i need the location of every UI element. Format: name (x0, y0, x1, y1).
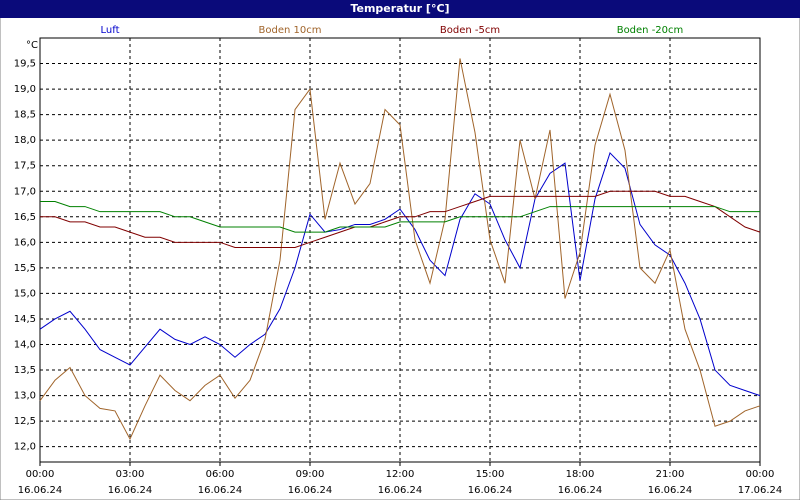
y-tick-label: 18,5 (14, 110, 36, 121)
x-tick-label: 21:00 (656, 469, 685, 480)
y-tick-label: 18,0 (14, 135, 36, 146)
y-tick-label: 15,0 (14, 288, 36, 299)
chart-title: Temperatur [°C] (350, 2, 449, 15)
x-tick-date: 16.06.24 (558, 485, 603, 496)
title-bar (0, 0, 800, 18)
y-tick-label: 16,0 (14, 237, 36, 248)
y-tick-label: 13,5 (14, 365, 36, 376)
y-tick-label: 14,5 (14, 314, 36, 325)
y-tick-label: 17,0 (14, 186, 36, 197)
legend-label: Boden -20cm (617, 25, 684, 36)
x-tick-label: 00:00 (746, 469, 775, 480)
x-tick-date: 16.06.24 (288, 485, 333, 496)
x-tick-date: 16.06.24 (378, 485, 423, 496)
series-line (40, 190, 761, 248)
x-tick-label: 06:00 (206, 469, 235, 480)
series-line (39, 58, 761, 441)
y-tick-label: 12,0 (14, 442, 36, 453)
x-tick-label: 03:00 (116, 469, 145, 480)
legend-label: Luft (101, 25, 120, 36)
x-tick-date: 17.06.24 (738, 485, 783, 496)
x-tick-date: 16.06.24 (648, 485, 693, 496)
x-tick-label: 15:00 (476, 469, 505, 480)
x-tick-date: 16.06.24 (198, 485, 243, 496)
y-tick-label: 16,5 (14, 212, 36, 223)
y-unit: °C (26, 40, 38, 51)
legend-label: Boden 10cm (259, 25, 322, 36)
y-tick-label: 19,5 (14, 59, 36, 70)
series-line (40, 200, 760, 233)
y-tick-label: 14,0 (14, 340, 36, 351)
y-tick-label: 12,5 (14, 416, 36, 427)
x-tick-label: 00:00 (26, 469, 55, 480)
x-tick-label: 18:00 (566, 469, 595, 480)
x-tick-date: 16.06.24 (18, 485, 63, 496)
x-tick-date: 16.06.24 (108, 485, 153, 496)
x-tick-label: 09:00 (296, 469, 325, 480)
y-tick-label: 13,0 (14, 391, 36, 402)
x-tick-label: 12:00 (386, 469, 415, 480)
y-tick-label: 19,0 (14, 84, 36, 95)
y-tick-label: 17,5 (14, 161, 36, 172)
y-tick-label: 15,5 (14, 263, 36, 274)
x-tick-date: 16.06.24 (468, 485, 513, 496)
series-line (39, 152, 761, 397)
legend-label: Boden -5cm (440, 25, 500, 36)
